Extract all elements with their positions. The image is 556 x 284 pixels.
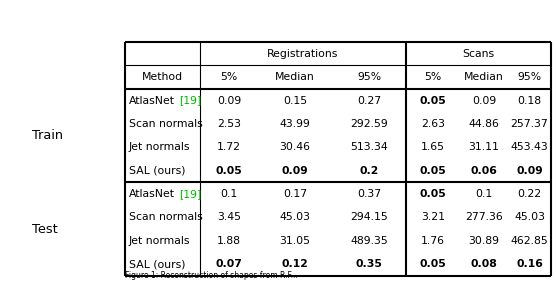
Text: Jet normals: Jet normals: [129, 142, 191, 152]
Text: Median: Median: [275, 72, 315, 82]
Text: Train: Train: [32, 129, 63, 142]
Text: 44.86: 44.86: [469, 119, 499, 129]
Text: 0.12: 0.12: [281, 259, 309, 269]
Text: 0.09: 0.09: [472, 95, 496, 105]
Text: 513.34: 513.34: [350, 142, 388, 152]
Text: Registrations: Registrations: [267, 49, 339, 59]
Text: 30.89: 30.89: [469, 236, 499, 246]
Text: 277.36: 277.36: [465, 212, 503, 222]
Text: 462.85: 462.85: [510, 236, 548, 246]
Text: 95%: 95%: [357, 72, 381, 82]
Text: 0.05: 0.05: [420, 95, 446, 105]
Text: 1.88: 1.88: [217, 236, 241, 246]
Text: Median: Median: [464, 72, 504, 82]
Text: 0.17: 0.17: [283, 189, 307, 199]
Text: 0.1: 0.1: [220, 189, 237, 199]
Text: Figure 1: Reconstruction of shapes from R.F...: Figure 1: Reconstruction of shapes from …: [125, 271, 298, 280]
Text: 3.45: 3.45: [217, 212, 241, 222]
Text: 0.05: 0.05: [420, 166, 446, 176]
Text: 43.99: 43.99: [280, 119, 310, 129]
Text: 0.37: 0.37: [357, 189, 381, 199]
Text: 3.21: 3.21: [421, 212, 445, 222]
Text: 5%: 5%: [220, 72, 237, 82]
Text: 45.03: 45.03: [280, 212, 310, 222]
Text: 0.22: 0.22: [518, 189, 542, 199]
Text: 294.15: 294.15: [350, 212, 388, 222]
Text: SAL (ours): SAL (ours): [129, 259, 186, 269]
Text: 0.1: 0.1: [475, 189, 493, 199]
Text: 0.09: 0.09: [217, 95, 241, 105]
Text: 31.05: 31.05: [280, 236, 310, 246]
Text: 0.05: 0.05: [420, 189, 446, 199]
Text: Method: Method: [142, 72, 183, 82]
Text: 0.18: 0.18: [518, 95, 542, 105]
Text: AtlasNet: AtlasNet: [129, 189, 175, 199]
Text: 489.35: 489.35: [350, 236, 388, 246]
Text: 1.76: 1.76: [421, 236, 445, 246]
Text: Scan normals: Scan normals: [129, 119, 203, 129]
Text: 30.46: 30.46: [280, 142, 310, 152]
Text: 95%: 95%: [518, 72, 542, 82]
Text: 0.09: 0.09: [282, 166, 309, 176]
Text: [19]: [19]: [179, 189, 201, 199]
Text: 0.35: 0.35: [356, 259, 383, 269]
Text: 0.05: 0.05: [420, 259, 446, 269]
Text: 1.72: 1.72: [217, 142, 241, 152]
Text: 31.11: 31.11: [469, 142, 499, 152]
Text: Scans: Scans: [463, 49, 495, 59]
Text: 0.16: 0.16: [516, 259, 543, 269]
Text: 0.09: 0.09: [516, 166, 543, 176]
Text: 0.07: 0.07: [216, 259, 242, 269]
Text: SAL (ours): SAL (ours): [129, 166, 186, 176]
Text: 5%: 5%: [424, 72, 441, 82]
Text: 0.27: 0.27: [357, 95, 381, 105]
Text: 0.05: 0.05: [216, 166, 242, 176]
Text: 0.06: 0.06: [470, 166, 498, 176]
Text: 1.65: 1.65: [421, 142, 445, 152]
Text: 0.2: 0.2: [359, 166, 379, 176]
Text: 2.53: 2.53: [217, 119, 241, 129]
Text: 453.43: 453.43: [510, 142, 548, 152]
Text: AtlasNet: AtlasNet: [129, 95, 175, 105]
Text: Scan normals: Scan normals: [129, 212, 203, 222]
Text: 0.08: 0.08: [470, 259, 498, 269]
Text: 2.63: 2.63: [421, 119, 445, 129]
Text: [19]: [19]: [179, 95, 201, 105]
Text: 257.37: 257.37: [510, 119, 548, 129]
Text: 0.15: 0.15: [283, 95, 307, 105]
Text: 45.03: 45.03: [514, 212, 545, 222]
Text: 292.59: 292.59: [350, 119, 388, 129]
Text: Jet normals: Jet normals: [129, 236, 191, 246]
Text: Test: Test: [32, 223, 58, 236]
